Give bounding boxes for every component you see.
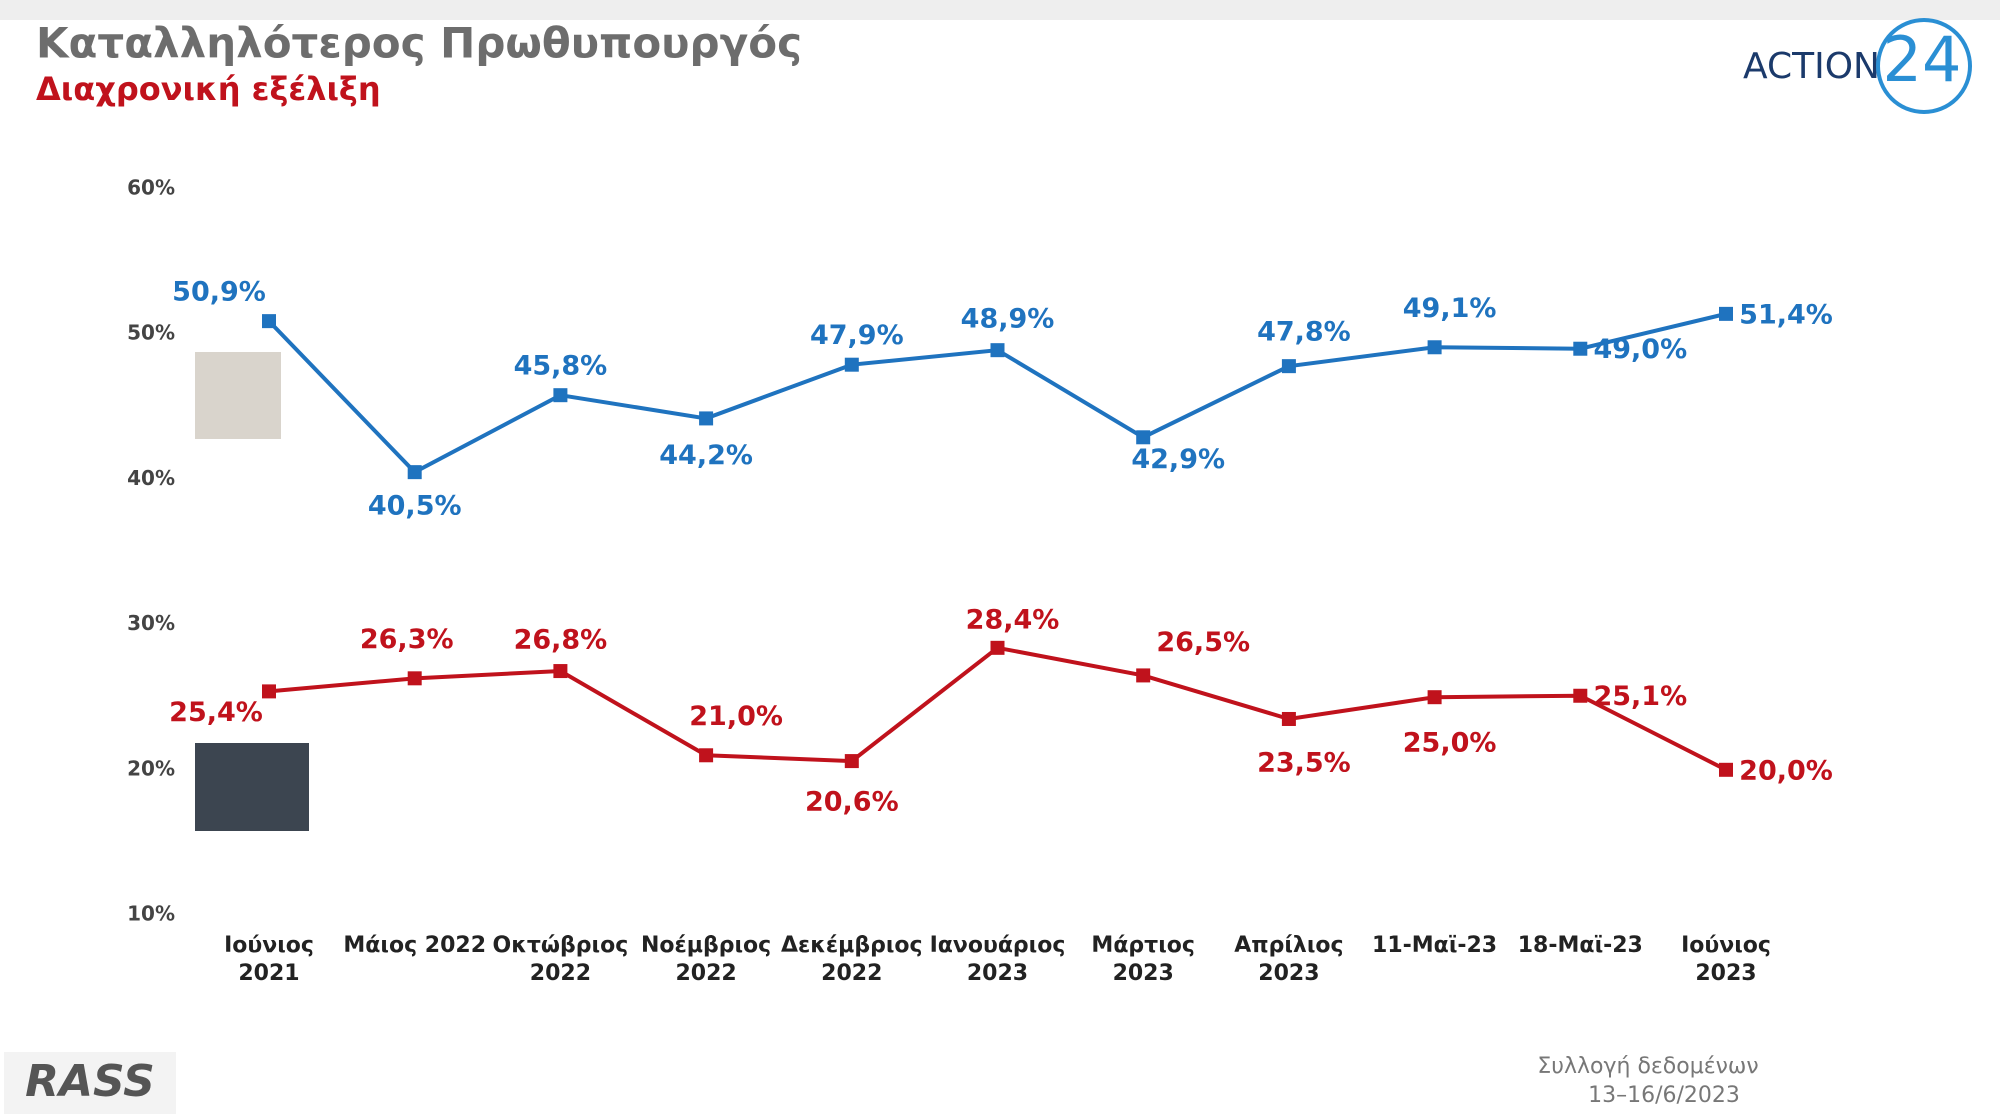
- data-label: 45,8%: [514, 351, 608, 382]
- data-label: 26,5%: [1156, 627, 1250, 658]
- rass-logo-box: [4, 1052, 176, 1114]
- x-tick-label: Νοέμβριος 2022: [641, 933, 772, 986]
- data-label: 47,9%: [810, 320, 904, 351]
- x-tick-label: Ιούνιος 2021: [224, 933, 314, 986]
- point: [1719, 762, 1733, 777]
- point: [1573, 341, 1588, 356]
- point: [262, 684, 276, 699]
- x-tick-label: Ιούνιος 2023: [1681, 933, 1771, 986]
- data-label: 49,1%: [1403, 293, 1497, 324]
- point: [844, 357, 859, 372]
- x-tick-label: Απρίλιος 2023: [1234, 933, 1344, 986]
- y-tick-label: 40%: [127, 466, 175, 490]
- data-label: 25,1%: [1593, 681, 1687, 712]
- footer-dates: 13–16/6/2023: [1588, 1083, 1740, 1108]
- x-tick-label: Ιανουάριος 2023: [929, 933, 1066, 986]
- chart-title: Καταλληλότερος Πρωθυπουργός: [36, 19, 802, 68]
- photo: [195, 743, 309, 831]
- data-label: 20,0%: [1739, 755, 1833, 786]
- point: [1136, 668, 1151, 683]
- logo-ring: [1876, 18, 1972, 114]
- series-line: [268, 645, 1727, 772]
- top-bar: [0, 0, 2000, 20]
- data-label: 50,9%: [172, 277, 266, 308]
- point: [407, 465, 422, 480]
- footer-note: Συλλογή δεδομένων: [1537, 1054, 1758, 1079]
- point: [1427, 340, 1442, 355]
- photo: [195, 352, 281, 439]
- data-label: 26,8%: [514, 625, 608, 656]
- logo-number: 24: [1883, 23, 1962, 96]
- x-tick-label: 11-Μαϊ-23: [1372, 933, 1498, 958]
- point: [990, 343, 1005, 358]
- x-tick-label: 18-Μαϊ-23: [1517, 933, 1643, 958]
- data-label: 20,6%: [805, 787, 899, 818]
- x-tick-label: Μάρτιος 2023: [1091, 933, 1195, 986]
- data-label: 25,4%: [169, 697, 263, 728]
- data-label: 21,0%: [689, 701, 783, 732]
- y-tick-label: 60%: [127, 176, 175, 200]
- series-line: [267, 311, 1727, 475]
- data-label: 49,0%: [1593, 334, 1687, 365]
- point: [1281, 711, 1296, 726]
- data-label: 44,2%: [659, 440, 753, 471]
- chart-subtitle: Διαχρονική εξέλιξη: [36, 70, 381, 108]
- y-tick-label: 10%: [127, 902, 175, 926]
- point: [699, 411, 714, 426]
- data-label: 23,5%: [1257, 747, 1351, 778]
- data-label: 48,9%: [961, 304, 1055, 335]
- point: [1136, 430, 1151, 445]
- logo-text: ACTION: [1743, 46, 1880, 87]
- y-tick-label: 30%: [127, 611, 175, 635]
- x-tick-label: Μάιος 2022: [343, 933, 486, 958]
- y-tick-label: 50%: [127, 321, 175, 345]
- point: [699, 748, 714, 763]
- point: [1573, 688, 1588, 703]
- data-label: 47,8%: [1257, 317, 1351, 348]
- point: [1427, 690, 1442, 705]
- point: [844, 754, 859, 769]
- data-label: 25,0%: [1403, 728, 1497, 759]
- point: [407, 671, 422, 686]
- data-label: 28,4%: [966, 604, 1060, 635]
- data-label: 26,3%: [360, 624, 454, 655]
- y-tick-label: 20%: [127, 756, 175, 780]
- data-label: 42,9%: [1131, 444, 1225, 475]
- data-label: 51,4%: [1739, 299, 1833, 330]
- rass-logo: RASS: [25, 1056, 155, 1107]
- point: [262, 314, 276, 329]
- data-label: 40,5%: [368, 491, 462, 522]
- x-tick-label: Δεκέμβριος 2022: [781, 933, 923, 986]
- point: [553, 388, 568, 403]
- point: [1719, 306, 1733, 321]
- point: [553, 664, 568, 679]
- x-tick-label: Οκτώβριος 2022: [492, 933, 629, 986]
- point: [1281, 359, 1296, 374]
- point: [990, 640, 1005, 655]
